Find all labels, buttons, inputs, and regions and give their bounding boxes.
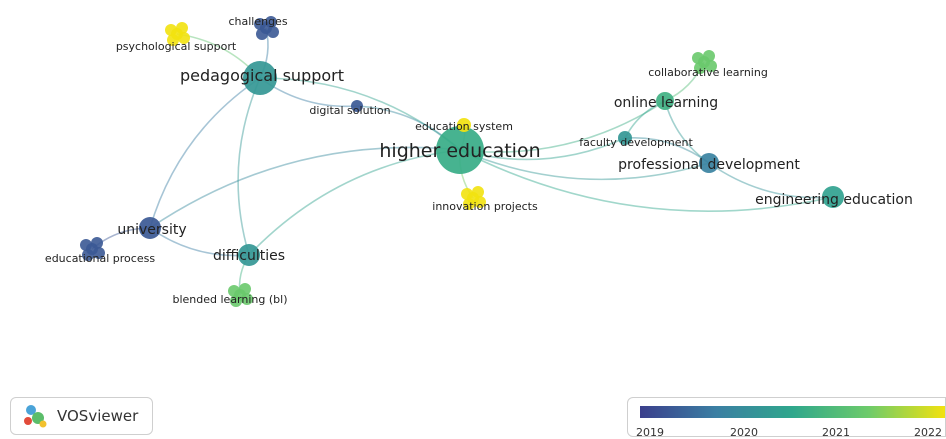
node-online_learning[interactable] bbox=[656, 92, 674, 110]
link-higher_education-pedagogical_support bbox=[259, 77, 461, 151]
vosviewer-logo-text: VOSviewer bbox=[57, 407, 139, 425]
label-challenges: challenges bbox=[228, 15, 287, 28]
vosviewer-logo: VOSviewer bbox=[10, 397, 153, 435]
legend-tick: 2021 bbox=[822, 426, 850, 439]
label-professional_development: professional development bbox=[618, 157, 800, 173]
link-higher_education-professional_development bbox=[459, 149, 710, 181]
link-higher_education-university bbox=[149, 146, 461, 229]
node-faculty_development[interactable] bbox=[618, 131, 632, 145]
legend-gradient-bar bbox=[640, 406, 945, 418]
label-blended_learning: blended learning (bl) bbox=[172, 293, 287, 306]
node-blended_learning[interactable] bbox=[234, 289, 246, 301]
link-pedagogical_support-university bbox=[149, 77, 261, 229]
node-higher_education[interactable] bbox=[436, 126, 484, 174]
label-faculty_development: faculty development bbox=[579, 136, 693, 149]
vosviewer-logo-icon bbox=[24, 405, 47, 428]
network-labels: higher education pedagogical support psych… bbox=[45, 15, 913, 306]
link-higher_education-difficulties bbox=[248, 149, 461, 256]
label-digital_solution: digital solution bbox=[309, 104, 390, 117]
label-higher_education: higher education bbox=[379, 140, 540, 162]
node-education_system[interactable] bbox=[457, 118, 471, 132]
node-professional_development[interactable] bbox=[699, 153, 719, 173]
label-pedagogical_support: pedagogical support bbox=[180, 66, 344, 85]
label-educational_process: educational process bbox=[45, 252, 155, 265]
label-online_learning: online learning bbox=[614, 95, 718, 111]
label-difficulties: difficulties bbox=[213, 248, 285, 264]
node-university[interactable] bbox=[139, 217, 161, 239]
label-engineering_education: engineering education bbox=[755, 192, 913, 208]
link-university-difficulties bbox=[149, 227, 250, 257]
node-digital_solution[interactable] bbox=[351, 100, 363, 112]
link-higher_education-engineering_education bbox=[459, 149, 834, 212]
node-innovation_projects[interactable] bbox=[467, 192, 479, 204]
legend-tick: 2022 bbox=[914, 426, 942, 439]
label-psychological_support: psychological support bbox=[116, 40, 237, 53]
node-pedagogical_support[interactable] bbox=[243, 61, 277, 95]
network-nodes bbox=[80, 16, 844, 307]
node-educational_process[interactable] bbox=[86, 243, 98, 255]
legend-tick: 2020 bbox=[730, 426, 758, 439]
node-collaborative_learning[interactable] bbox=[698, 56, 710, 68]
bibliometric-network-map: higher education pedagogical support psych… bbox=[45, 15, 913, 307]
link-professional_development-engineering_education bbox=[708, 162, 834, 199]
link-higher_education-online_learning bbox=[459, 100, 666, 153]
label-collaborative_learning: collaborative learning bbox=[648, 66, 768, 79]
link-pedagogical_support-difficulties bbox=[237, 77, 261, 256]
node-difficulties[interactable] bbox=[238, 244, 260, 266]
node-psychological_support[interactable] bbox=[171, 28, 183, 40]
node-challenges[interactable] bbox=[260, 22, 272, 34]
node-engineering_education[interactable] bbox=[822, 186, 844, 208]
label-innovation_projects: innovation projects bbox=[432, 200, 538, 213]
legend-tick: 2019 bbox=[636, 426, 664, 439]
label-university: university bbox=[117, 222, 186, 238]
year-color-legend: 2019 2020 2021 2022 bbox=[627, 397, 946, 439]
label-education_system: education system bbox=[415, 120, 513, 133]
